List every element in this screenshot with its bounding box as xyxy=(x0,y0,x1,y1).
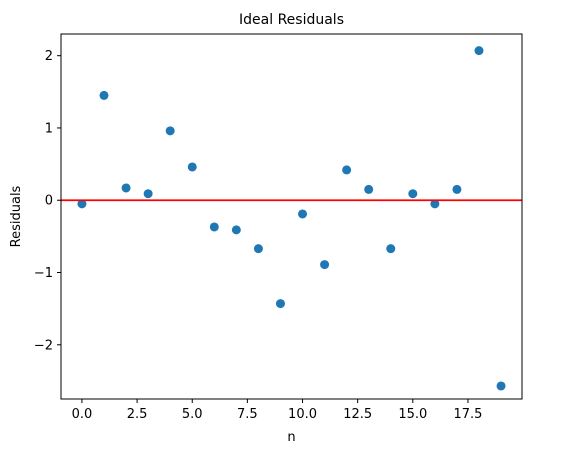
data-point xyxy=(342,165,352,175)
data-point xyxy=(77,199,87,209)
x-tick-label: 7.5 xyxy=(237,407,258,422)
x-tick-label: 12.5 xyxy=(343,407,372,422)
data-point xyxy=(496,381,506,391)
x-tick-label: 5.0 xyxy=(182,407,203,422)
axes-frame xyxy=(60,33,523,400)
x-tick-label: 2.5 xyxy=(127,407,148,422)
data-point xyxy=(209,222,219,232)
data-point xyxy=(143,189,153,199)
data-point xyxy=(452,184,462,194)
data-point xyxy=(187,162,197,172)
x-axis-label: n xyxy=(287,430,295,445)
data-point xyxy=(99,90,109,100)
data-point xyxy=(430,199,440,209)
x-tick-label: 0.0 xyxy=(72,407,93,422)
data-point xyxy=(298,209,308,219)
data-point xyxy=(165,126,175,136)
y-tick-label: −1 xyxy=(34,266,53,281)
data-point xyxy=(253,244,263,254)
chart-title: Ideal Residuals xyxy=(239,12,344,28)
y-tick-label: 1 xyxy=(45,121,53,136)
data-point xyxy=(386,244,396,254)
x-tick-label: 15.0 xyxy=(398,407,427,422)
y-tick-label: 0 xyxy=(45,194,53,209)
y-tick-label: 2 xyxy=(45,49,53,64)
plot-area: 0.0 2.5 5.0 7.5 10.0 12.5 15.0 17.5 −2 −1 0 1 2 xyxy=(34,33,523,422)
data-point xyxy=(121,183,131,193)
data-point xyxy=(231,225,241,235)
data-point xyxy=(275,299,285,309)
y-axis-label: Residuals xyxy=(9,185,24,247)
data-point xyxy=(474,46,484,56)
data-point xyxy=(364,184,374,194)
data-point xyxy=(408,189,418,199)
data-point xyxy=(320,260,330,270)
x-tick-label: 10.0 xyxy=(288,407,317,422)
x-tick-label: 17.5 xyxy=(453,407,482,422)
y-tick-label: −2 xyxy=(34,338,53,353)
